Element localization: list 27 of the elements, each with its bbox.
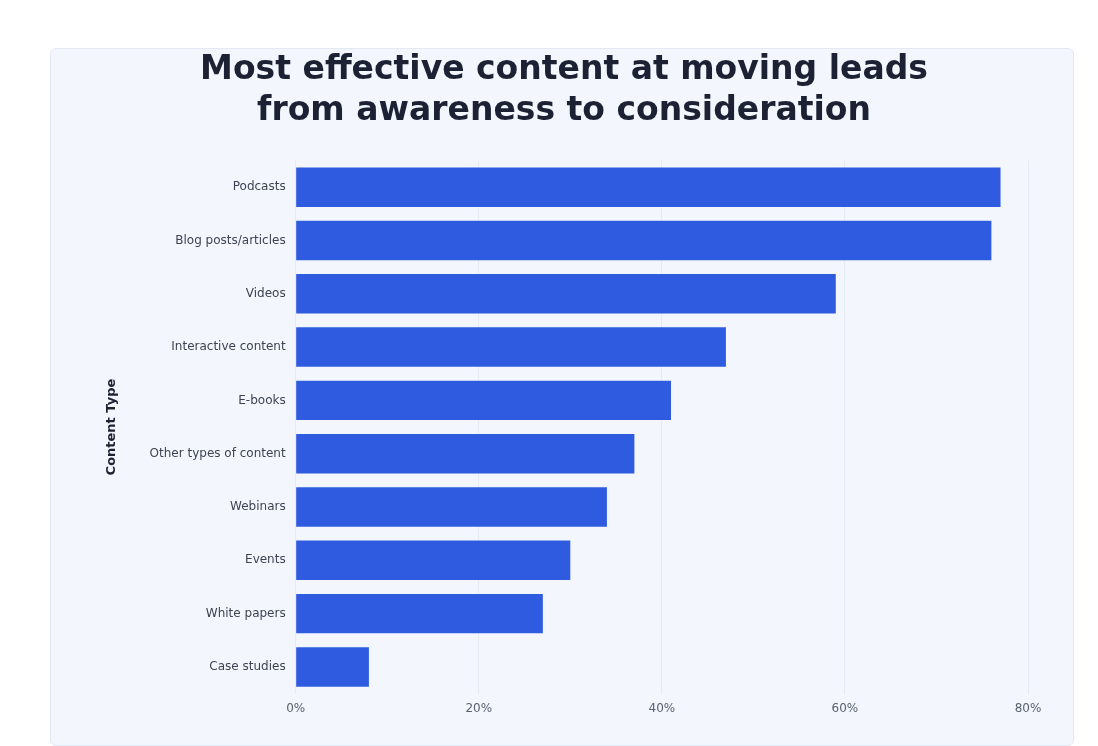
y-tick-label: Blog posts/articles <box>175 232 286 247</box>
bar <box>296 327 726 367</box>
x-tick-label: 20% <box>465 700 493 715</box>
bar <box>296 167 1001 207</box>
bar <box>296 380 671 421</box>
y-tick-label: White papers <box>205 605 286 620</box>
y-tick-label: Interactive content <box>171 339 286 354</box>
y-tick-label: Videos <box>245 285 286 300</box>
y-tick-label: Webinars <box>230 499 286 514</box>
bar <box>296 220 992 261</box>
y-axis-title: Content Type <box>103 378 119 476</box>
x-tick-label: 0% <box>286 700 306 715</box>
x-tick-label: 60% <box>831 700 859 715</box>
x-tick-label: 80% <box>1014 700 1042 715</box>
bar <box>296 487 607 527</box>
bar <box>296 433 635 474</box>
bar <box>296 274 836 314</box>
bar <box>296 593 543 634</box>
y-tick-label: Case studies <box>209 659 286 674</box>
y-tick-label: Podcasts <box>232 179 286 194</box>
y-tick-label: E-books <box>238 392 286 407</box>
y-tick-label: Other types of content <box>149 445 286 460</box>
bar <box>296 647 369 687</box>
bar <box>296 540 571 581</box>
chart-title: Most effective content at moving leads from awareness to consideration <box>200 48 928 129</box>
y-tick-label: Events <box>245 552 286 567</box>
x-tick-label: 40% <box>648 700 676 715</box>
